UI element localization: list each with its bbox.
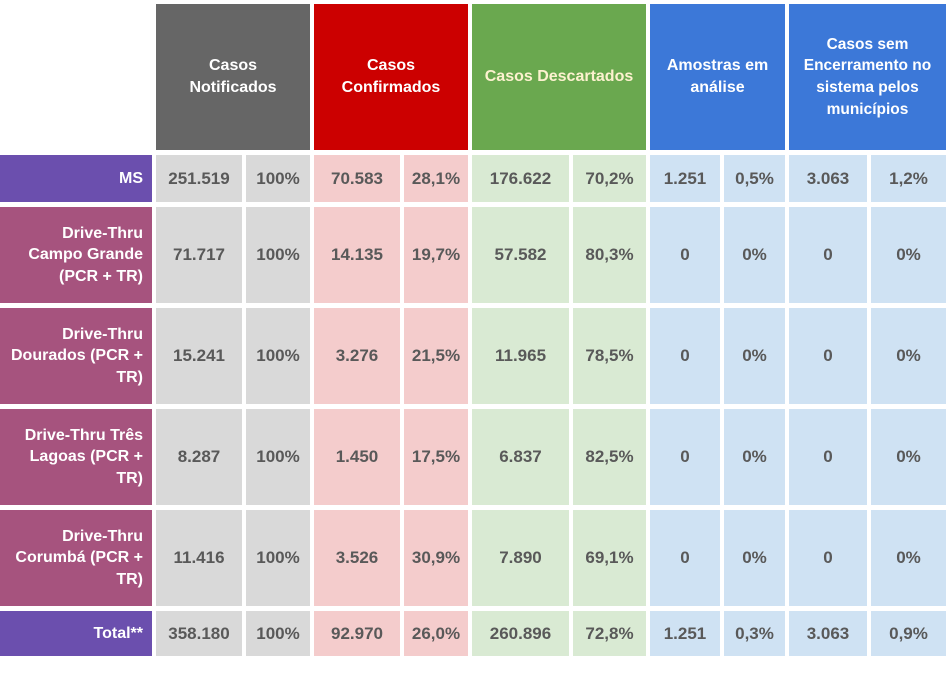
cell-campo-grande-notificados-percent: 100% xyxy=(246,207,310,303)
cell-total-amostras-percent: 0,3% xyxy=(724,611,785,656)
column-header-casos-descartados: Casos Descartados xyxy=(472,4,646,150)
cell-dourados-confirmados-total: 3.276 xyxy=(314,308,400,404)
cell-tres-lagoas-notificados-total: 8.287 xyxy=(156,409,242,505)
cell-corumba-notificados-percent: 100% xyxy=(246,510,310,606)
cell-ms-confirmados-percent: 28,1% xyxy=(404,155,468,202)
cell-ms-notificados-percent: 100% xyxy=(246,155,310,202)
column-header-amostras-em-analise: Amostras em análise xyxy=(650,4,785,150)
cell-ms-notificados-total: 251.519 xyxy=(156,155,242,202)
cell-dourados-amostras-percent: 0% xyxy=(724,308,785,404)
column-header-casos-sem-encerramento: Casos sem Encerramento no sistema pelos … xyxy=(789,4,946,150)
cell-campo-grande-confirmados-total: 14.135 xyxy=(314,207,400,303)
cell-total-descartados-total: 260.896 xyxy=(472,611,569,656)
row-label-drive-thru-campo-grande: Drive-Thru Campo Grande (PCR + TR) xyxy=(0,207,152,303)
cell-dourados-amostras-total: 0 xyxy=(650,308,720,404)
cell-campo-grande-descartados-percent: 80,3% xyxy=(573,207,646,303)
column-header-casos-notificados: Casos Notificados xyxy=(156,4,310,150)
cell-total-descartados-percent: 72,8% xyxy=(573,611,646,656)
cell-tres-lagoas-amostras-total: 0 xyxy=(650,409,720,505)
cell-ms-sem-encerramento-percent: 1,2% xyxy=(871,155,946,202)
cell-ms-amostras-total: 1.251 xyxy=(650,155,720,202)
cell-total-notificados-total: 358.180 xyxy=(156,611,242,656)
cell-corumba-confirmados-total: 3.526 xyxy=(314,510,400,606)
cell-dourados-sem-encerramento-percent: 0% xyxy=(871,308,946,404)
cell-campo-grande-notificados-total: 71.717 xyxy=(156,207,242,303)
cell-total-notificados-percent: 100% xyxy=(246,611,310,656)
cell-total-sem-encerramento-percent: 0,9% xyxy=(871,611,946,656)
cell-campo-grande-sem-encerramento-total: 0 xyxy=(789,207,867,303)
cell-dourados-sem-encerramento-total: 0 xyxy=(789,308,867,404)
table-grid: Casos Notificados Casos Confirmados Caso… xyxy=(0,4,946,656)
cell-ms-descartados-total: 176.622 xyxy=(472,155,569,202)
cell-campo-grande-descartados-total: 57.582 xyxy=(472,207,569,303)
cell-corumba-sem-encerramento-percent: 0% xyxy=(871,510,946,606)
cell-dourados-notificados-percent: 100% xyxy=(246,308,310,404)
row-label-total: Total** xyxy=(0,611,152,656)
cell-tres-lagoas-amostras-percent: 0% xyxy=(724,409,785,505)
cell-corumba-notificados-total: 11.416 xyxy=(156,510,242,606)
cell-total-sem-encerramento-total: 3.063 xyxy=(789,611,867,656)
cell-total-confirmados-percent: 26,0% xyxy=(404,611,468,656)
cell-ms-confirmados-total: 70.583 xyxy=(314,155,400,202)
cell-corumba-sem-encerramento-total: 0 xyxy=(789,510,867,606)
cell-total-amostras-total: 1.251 xyxy=(650,611,720,656)
cell-dourados-notificados-total: 15.241 xyxy=(156,308,242,404)
row-label-drive-thru-tres-lagoas: Drive-Thru Três Lagoas (PCR + TR) xyxy=(0,409,152,505)
corner-spacer xyxy=(0,4,152,150)
cell-tres-lagoas-confirmados-percent: 17,5% xyxy=(404,409,468,505)
cell-ms-descartados-percent: 70,2% xyxy=(573,155,646,202)
cell-corumba-amostras-total: 0 xyxy=(650,510,720,606)
column-header-casos-confirmados: Casos Confirmados xyxy=(314,4,468,150)
cell-total-confirmados-total: 92.970 xyxy=(314,611,400,656)
cell-dourados-descartados-total: 11.965 xyxy=(472,308,569,404)
cell-ms-amostras-percent: 0,5% xyxy=(724,155,785,202)
cell-dourados-confirmados-percent: 21,5% xyxy=(404,308,468,404)
cell-tres-lagoas-descartados-total: 6.837 xyxy=(472,409,569,505)
cell-campo-grande-amostras-total: 0 xyxy=(650,207,720,303)
cell-campo-grande-sem-encerramento-percent: 0% xyxy=(871,207,946,303)
row-label-drive-thru-corumba: Drive-Thru Corumbá (PCR + TR) xyxy=(0,510,152,606)
cell-dourados-descartados-percent: 78,5% xyxy=(573,308,646,404)
cell-corumba-descartados-total: 7.890 xyxy=(472,510,569,606)
cell-ms-sem-encerramento-total: 3.063 xyxy=(789,155,867,202)
cell-tres-lagoas-sem-encerramento-percent: 0% xyxy=(871,409,946,505)
cell-campo-grande-confirmados-percent: 19,7% xyxy=(404,207,468,303)
covid-cases-table: Casos Notificados Casos Confirmados Caso… xyxy=(0,4,946,656)
cell-tres-lagoas-notificados-percent: 100% xyxy=(246,409,310,505)
cell-tres-lagoas-sem-encerramento-total: 0 xyxy=(789,409,867,505)
cell-corumba-descartados-percent: 69,1% xyxy=(573,510,646,606)
cell-corumba-amostras-percent: 0% xyxy=(724,510,785,606)
cell-tres-lagoas-confirmados-total: 1.450 xyxy=(314,409,400,505)
cell-campo-grande-amostras-percent: 0% xyxy=(724,207,785,303)
row-label-ms: MS xyxy=(0,155,152,202)
row-label-drive-thru-dourados: Drive-Thru Dourados (PCR + TR) xyxy=(0,308,152,404)
cell-tres-lagoas-descartados-percent: 82,5% xyxy=(573,409,646,505)
cell-corumba-confirmados-percent: 30,9% xyxy=(404,510,468,606)
